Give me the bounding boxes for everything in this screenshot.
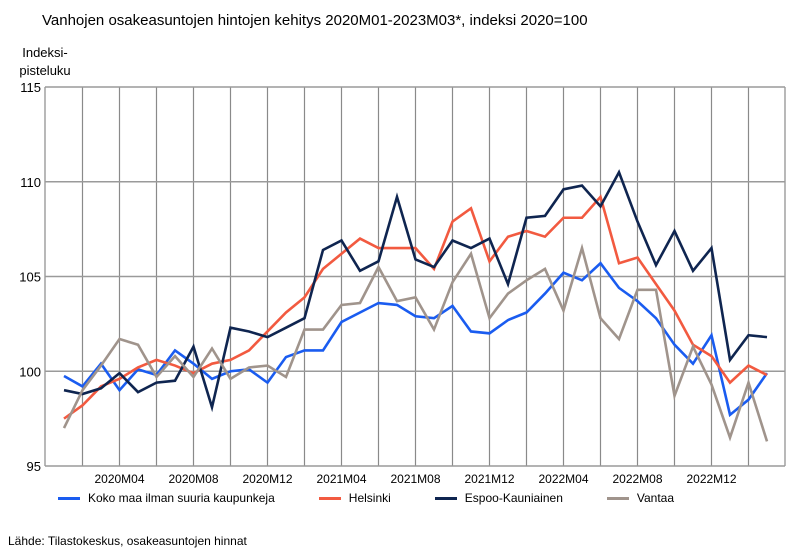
source-note: Lähde: Tilastokeskus, osakeasuntojen hin… (8, 534, 247, 548)
legend-swatch (606, 496, 629, 500)
y-tick-label: 100 (19, 364, 41, 379)
x-tick-label: 2022M04 (538, 472, 588, 486)
x-tick-label: 2020M12 (242, 472, 292, 486)
legend-swatch (318, 496, 341, 500)
legend-item-vantaa: Vantaa (606, 491, 675, 505)
legend-label: Koko maa ilman suuria kaupunkeja (88, 491, 275, 505)
y-tick-label: 95 (27, 459, 41, 474)
y-tick-label: 105 (19, 270, 41, 285)
legend: Koko maa ilman suuria kaupunkeja Helsink… (58, 491, 718, 505)
x-tick-label: 2021M12 (464, 472, 514, 486)
y-axis-title: Indeksi- pisteluku (10, 44, 80, 80)
series-line-0 (63, 261, 769, 418)
x-tick-label: 2021M04 (316, 472, 366, 486)
chart-title: Vanhojen osakeasuntojen hintojen kehitys… (42, 12, 588, 29)
legend-item-koko-maa: Koko maa ilman suuria kaupunkeja (58, 491, 275, 505)
legend-swatch (434, 496, 457, 500)
y-tick-label: 110 (20, 175, 41, 190)
x-tick-label: 2020M08 (168, 472, 218, 486)
series-line-2 (63, 169, 768, 413)
legend-swatch (58, 496, 80, 500)
x-tick-label: 2022M08 (612, 472, 662, 486)
legend-label: Espoo-Kauniainen (464, 491, 563, 505)
legend-item-helsinki: Helsinki (318, 491, 391, 505)
legend-item-espoo: Espoo-Kauniainen (434, 491, 563, 505)
x-tick-label: 2020M04 (94, 472, 144, 486)
y-axis-title-line2: pisteluku (19, 63, 71, 78)
x-tick-label: 2021M08 (390, 472, 440, 486)
x-tick-label: 2022M12 (686, 472, 736, 486)
legend-label: Helsinki (348, 491, 391, 505)
y-axis-title-line1: Indeksi- (22, 45, 68, 60)
series-line-3 (62, 243, 769, 442)
legend-label: Vantaa (636, 491, 675, 505)
y-tick-label: 115 (20, 80, 41, 95)
